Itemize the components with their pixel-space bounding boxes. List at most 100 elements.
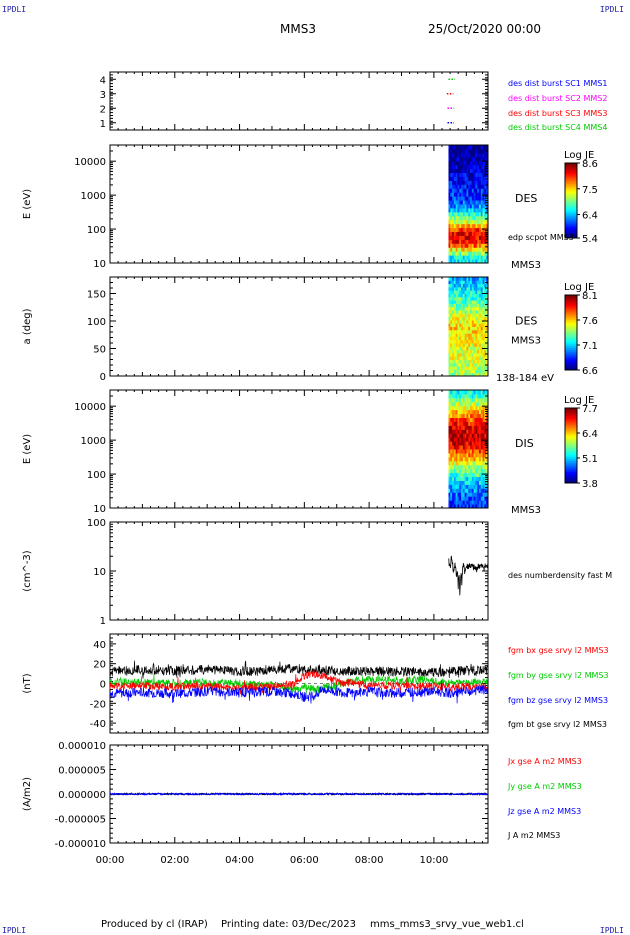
- heatmap-cell: [466, 372, 469, 377]
- heatmap-cell: [450, 204, 453, 209]
- colorbar-tick-label: 6.6: [582, 366, 598, 377]
- heatmap-cell: [479, 413, 482, 419]
- heatmap-cell: [486, 492, 489, 497]
- y-tick-label: 0: [100, 680, 106, 691]
- heatmap-cell: [464, 390, 467, 395]
- heatmap-cell: [477, 255, 480, 260]
- heatmap-cell: [464, 504, 467, 509]
- heatmap-cell: [462, 172, 466, 177]
- heatmap-cell: [466, 290, 469, 294]
- heatmap-cell: [466, 259, 469, 264]
- heatmap-cell: [462, 255, 466, 260]
- colorbar-step: [565, 198, 577, 201]
- heatmap-cell: [461, 296, 464, 301]
- heatmap-cell: [453, 280, 457, 285]
- heatmap-cell: [468, 472, 471, 478]
- heatmap-cell: [452, 449, 455, 454]
- colorbar-step: [565, 368, 577, 371]
- colorbar-step: [565, 366, 577, 369]
- heatmap-cell: [477, 290, 480, 294]
- heatmap-cell: [457, 468, 460, 474]
- heatmap-cell: [482, 329, 485, 334]
- heatmap-cell: [452, 369, 455, 374]
- heatmap-cell: [479, 492, 482, 497]
- heatmap-cell: [466, 207, 469, 213]
- heatmap-cell: [468, 417, 471, 422]
- heatmap-cell: [482, 176, 485, 181]
- heatmap-cell: [450, 437, 453, 442]
- heatmap-cell: [479, 243, 482, 248]
- heatmap-cell: [486, 251, 489, 256]
- heatmap-cell: [477, 456, 480, 462]
- heatmap-cell: [482, 164, 485, 170]
- heatmap-cell: [477, 401, 480, 407]
- heatmap-cell: [455, 247, 458, 252]
- heatmap-cell: [479, 480, 482, 485]
- heatmap-cell: [459, 196, 462, 201]
- heatmap-cell: [459, 293, 462, 298]
- heatmap-cell: [486, 343, 489, 347]
- heatmap-cell: [480, 296, 484, 301]
- heatmap-cell: [482, 468, 485, 474]
- heatmap-cell: [462, 283, 466, 288]
- heatmap-cell: [453, 445, 457, 450]
- heatmap-cell: [459, 192, 462, 197]
- heatmap-cell: [453, 339, 457, 344]
- heatmap-cell: [486, 188, 489, 193]
- heatmap-cell: [471, 329, 475, 334]
- heatmap-cell: [468, 369, 471, 374]
- heatmap-cell: [459, 468, 462, 474]
- heatmap-cell: [457, 464, 460, 470]
- heatmap-cell: [462, 329, 466, 334]
- heatmap-cell: [453, 336, 457, 341]
- heatmap-cell: [459, 231, 462, 236]
- heatmap-cell: [479, 390, 482, 395]
- heatmap-cell: [462, 492, 466, 497]
- heatmap-cell: [455, 207, 458, 213]
- heatmap-cell: [453, 235, 457, 240]
- heatmap-cell: [473, 280, 476, 285]
- heatmap-cell: [466, 362, 469, 367]
- heatmap-cell: [482, 437, 485, 442]
- heatmap-cell: [450, 280, 453, 285]
- heatmap-cell: [486, 300, 489, 304]
- heatmap-cell: [475, 452, 478, 458]
- heatmap-cell: [464, 196, 467, 201]
- heatmap-cell: [452, 160, 455, 166]
- colorbar-step: [565, 170, 577, 173]
- heatmap-cell: [477, 188, 480, 193]
- heatmap-cell: [484, 464, 487, 470]
- heatmap-cell: [477, 247, 480, 252]
- heatmap-cell: [448, 293, 451, 298]
- heatmap-cell: [482, 492, 485, 497]
- legend-entry: fgm by gse srvy l2 MMS3: [508, 671, 609, 680]
- x-tick-label: 02:00: [160, 855, 189, 866]
- heatmap-cell: [470, 219, 473, 225]
- heatmap-cell: [461, 366, 464, 370]
- heatmap-cell: [448, 343, 451, 347]
- heatmap-cell: [468, 500, 471, 505]
- heatmap-cell: [462, 293, 466, 298]
- heatmap-cell: [484, 339, 487, 344]
- heatmap-cell: [450, 449, 453, 454]
- heatmap-cell: [466, 476, 469, 481]
- heatmap-cell: [484, 401, 487, 407]
- heatmap-cell: [477, 421, 480, 426]
- heatmap-cell: [466, 313, 469, 318]
- heatmap-cell: [480, 346, 484, 351]
- heatmap-cell: [453, 184, 457, 189]
- heatmap-cell: [455, 393, 458, 399]
- heatmap-cell: [448, 397, 451, 403]
- heatmap-cell: [450, 243, 453, 248]
- heatmap-cell: [455, 313, 458, 318]
- heatmap-cell: [455, 372, 458, 377]
- heatmap-cell: [471, 227, 475, 233]
- heatmap-cell: [471, 152, 475, 158]
- heatmap-cell: [461, 441, 464, 446]
- heatmap-cell: [453, 476, 457, 481]
- heatmap-cell: [482, 488, 485, 493]
- colorbar-step: [565, 423, 577, 426]
- heatmap-cell: [466, 277, 469, 281]
